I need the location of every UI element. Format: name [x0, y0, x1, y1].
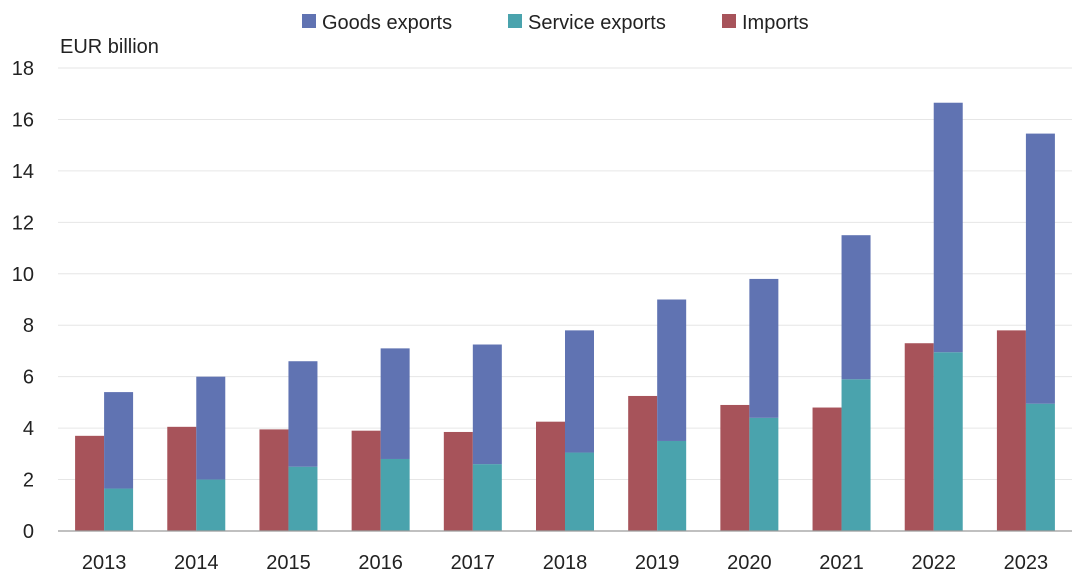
x-tick-label-2013: 2013: [82, 552, 127, 574]
service-exports-bar-2015: [288, 466, 318, 531]
imports-bar-2019: [628, 395, 658, 531]
y-tick-label-6: 6: [23, 367, 34, 389]
service-exports-bar-2021: [841, 379, 871, 531]
x-axis-ticks: 2013 2014 2015 2016 2017 2018 2019 2020 2021 2022…: [82, 552, 1048, 574]
imports-bar-2023: [996, 330, 1026, 531]
service-exports-bar-2017: [472, 464, 502, 531]
bars: [75, 102, 1055, 531]
y-axis-ticks: 0 2 4 6 8 10 12 14 16 18: [12, 58, 34, 543]
goods-exports-bar-2018: [565, 330, 594, 453]
x-tick-label-2023: 2023: [1004, 552, 1049, 574]
x-tick-label-2018: 2018: [543, 552, 588, 574]
x-tick-label-2017: 2017: [451, 552, 496, 574]
imports-bar-2018: [536, 421, 565, 531]
service-exports-bar-2018: [565, 452, 594, 531]
x-tick-label-2015: 2015: [266, 552, 311, 574]
y-tick-label-4: 4: [23, 418, 34, 440]
x-tick-label-2016: 2016: [358, 552, 403, 574]
x-tick-label-2021: 2021: [819, 552, 864, 574]
imports-bar-2014: [167, 426, 197, 531]
imports-bar-2013: [75, 435, 105, 531]
goods-exports-bar-2022: [933, 102, 963, 353]
goods-exports-bar-2013: [104, 392, 134, 489]
imports-bar-2022: [904, 343, 934, 531]
goods-exports-bar-2020: [749, 278, 779, 418]
y-gridlines: [58, 67, 1072, 481]
legend: Goods exports Service exports Imports: [302, 12, 809, 34]
y-tick-label-18: 18: [12, 58, 34, 80]
service-exports-bar-2019: [657, 440, 687, 531]
service-exports-bar-2016: [380, 458, 410, 531]
goods-exports-bar-2023: [1025, 133, 1055, 404]
y-axis-unit-label: EUR billion: [60, 36, 159, 58]
y-tick-label-16: 16: [12, 109, 34, 131]
legend-swatch-imports: [722, 14, 736, 28]
imports-bar-2021: [812, 407, 842, 531]
legend-swatch-service-exports: [508, 14, 522, 28]
imports-bar-2016: [351, 430, 381, 531]
service-exports-bar-2020: [749, 417, 779, 531]
y-tick-label-14: 14: [12, 161, 34, 183]
imports-bar-2015: [259, 429, 289, 531]
y-tick-label-12: 12: [12, 212, 34, 234]
y-tick-label-8: 8: [23, 315, 34, 337]
legend-label-goods-exports: Goods exports: [322, 12, 452, 34]
x-tick-label-2014: 2014: [174, 552, 219, 574]
service-exports-bar-2023: [1025, 403, 1055, 531]
goods-exports-bar-2021: [841, 235, 871, 380]
imports-bar-2017: [443, 431, 473, 531]
legend-label-imports: Imports: [742, 12, 809, 34]
goods-exports-bar-2016: [380, 348, 410, 459]
legend-label-service-exports: Service exports: [528, 12, 666, 34]
x-tick-label-2022: 2022: [911, 552, 956, 574]
goods-exports-bar-2019: [657, 299, 687, 441]
goods-exports-bar-2017: [472, 344, 502, 465]
y-tick-label-10: 10: [12, 264, 34, 286]
y-tick-label-0: 0: [23, 521, 34, 543]
goods-exports-bar-2015: [288, 361, 318, 467]
service-exports-bar-2013: [104, 488, 134, 531]
service-exports-bar-2022: [933, 352, 963, 531]
imports-bar-2020: [720, 404, 750, 531]
service-exports-bar-2014: [196, 479, 226, 531]
y-tick-label-2: 2: [23, 470, 34, 492]
goods-exports-bar-2014: [196, 376, 226, 480]
x-tick-label-2020: 2020: [727, 552, 772, 574]
legend-swatch-goods-exports: [302, 14, 316, 28]
x-tick-label-2019: 2019: [635, 552, 680, 574]
